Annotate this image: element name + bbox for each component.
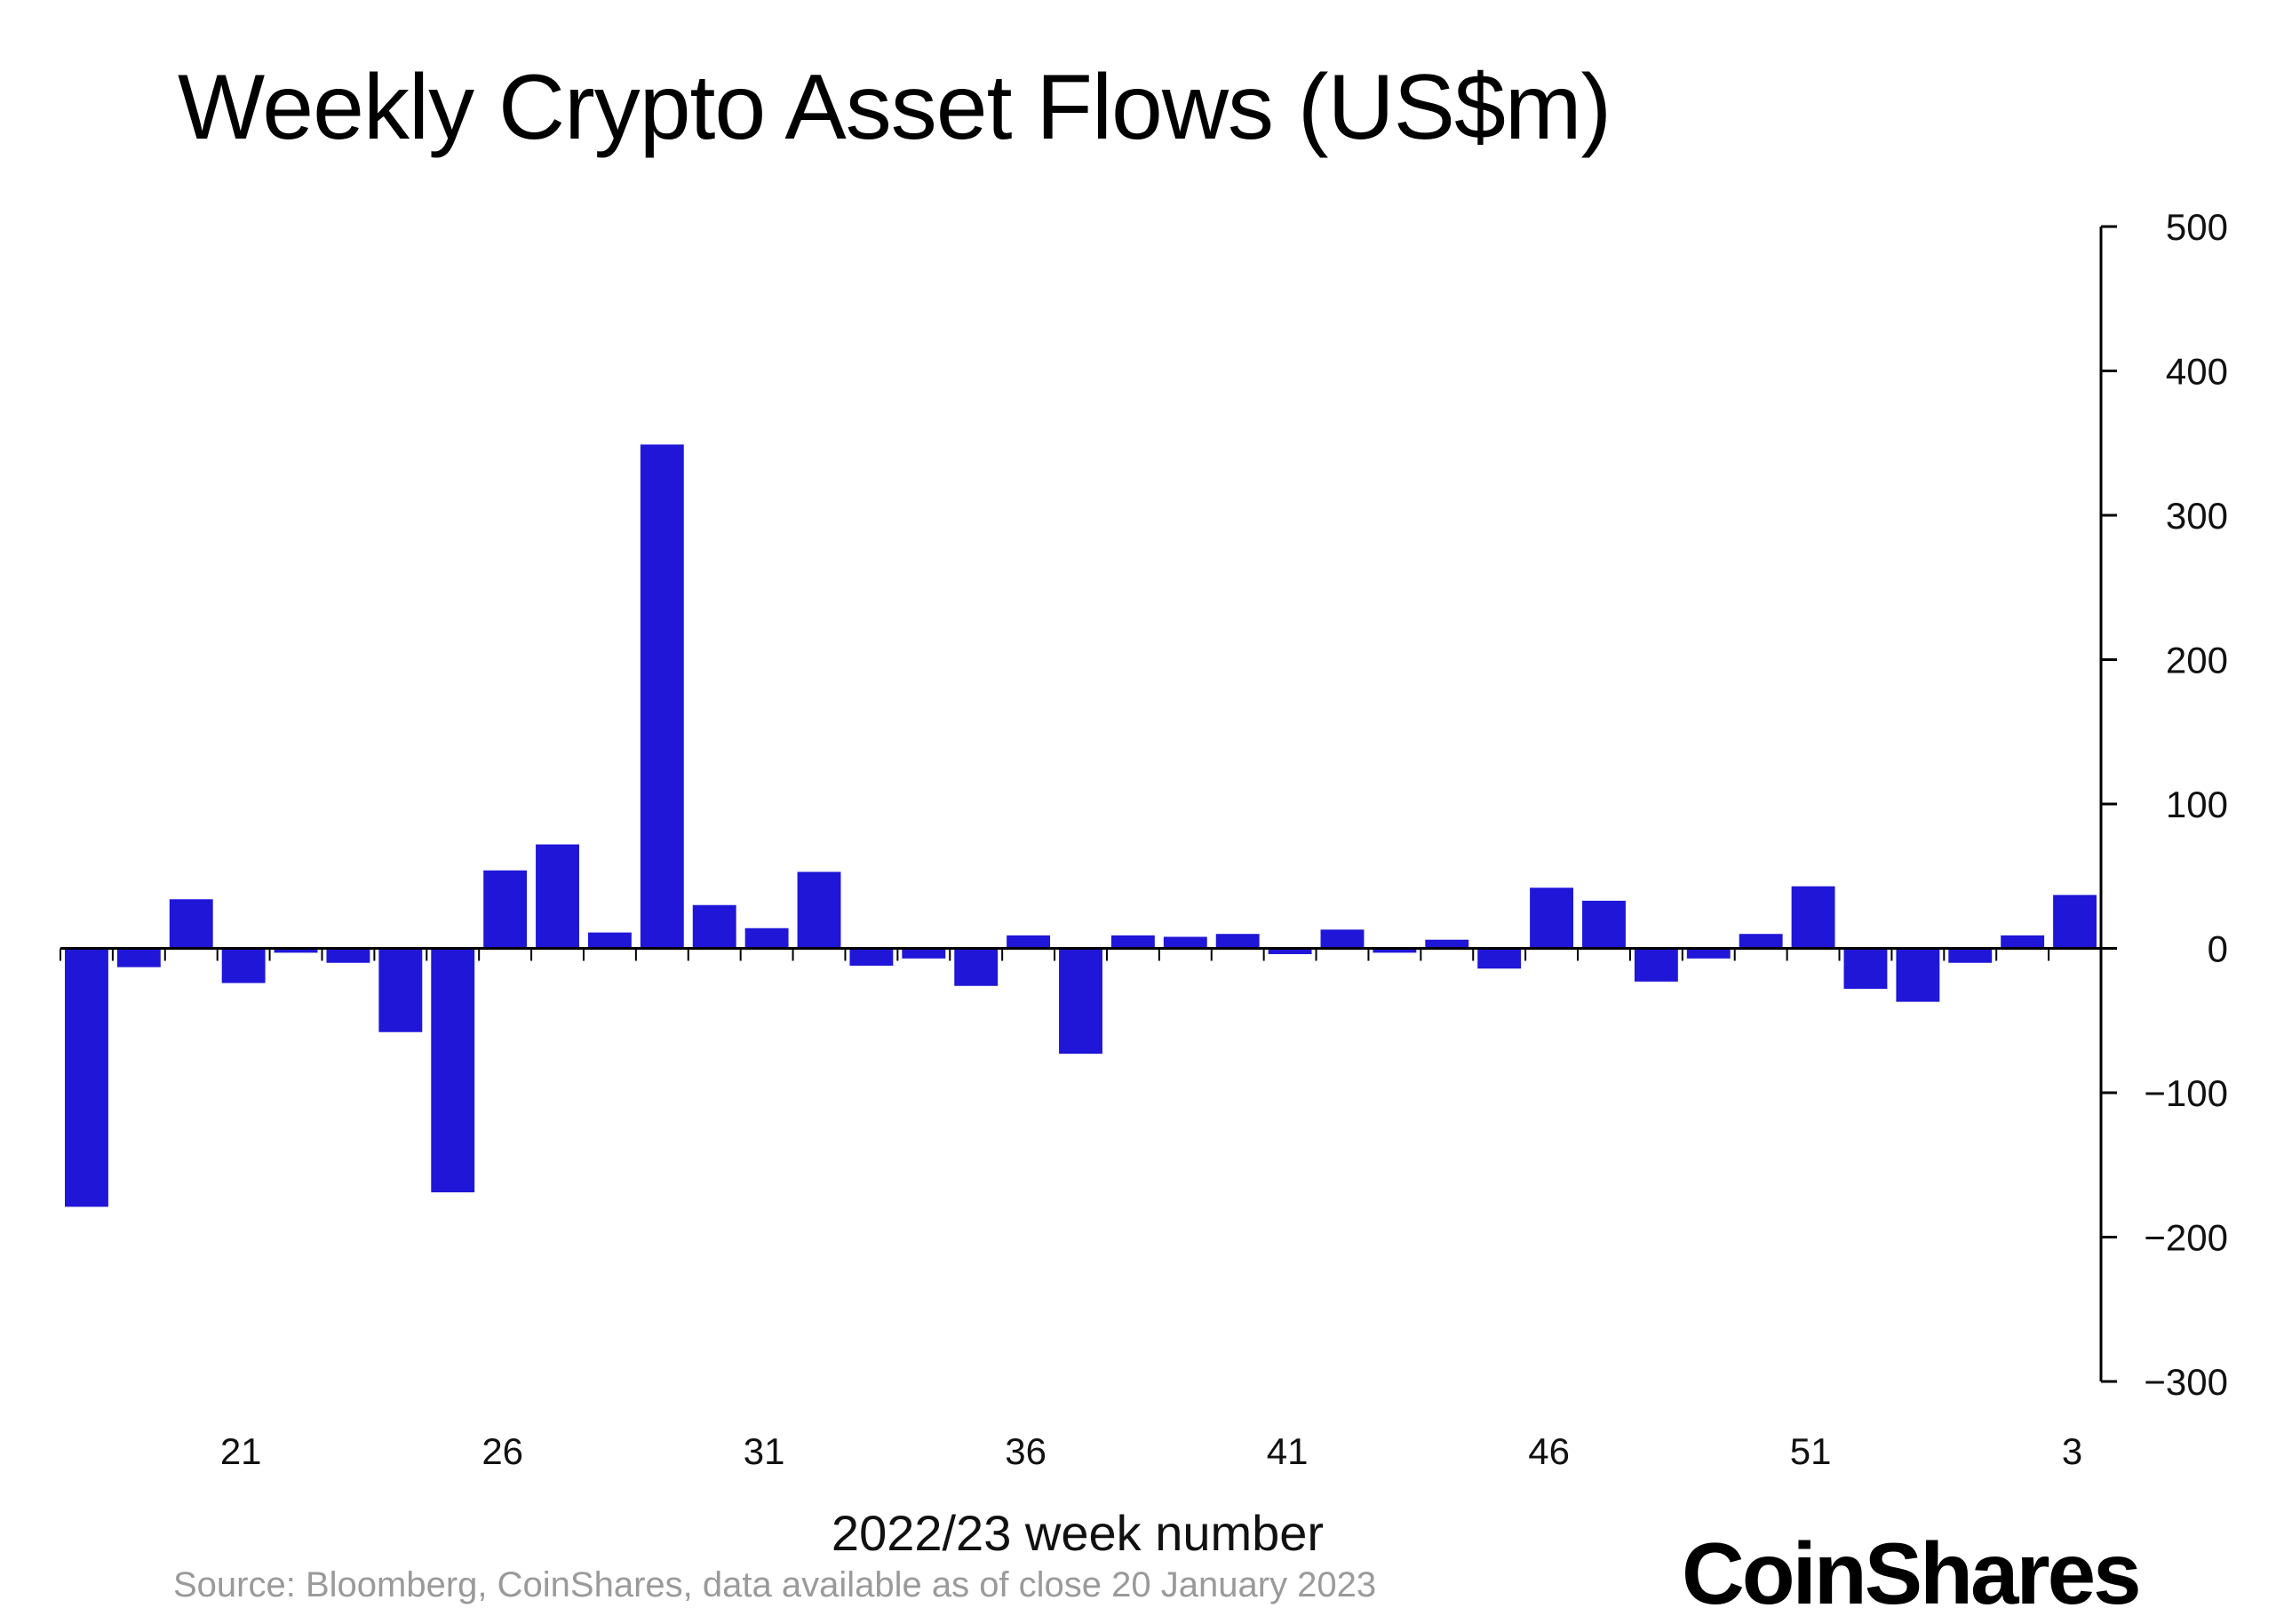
y-tick-label: −300 (2144, 1361, 2228, 1403)
y-axis: 500 400 300 200 100 0 −100 −200 −300 (2099, 206, 2228, 1403)
x-tick-label: 3 (2062, 1430, 2082, 1472)
bar-week-38 (1110, 935, 1155, 949)
bar-week-43 (1373, 948, 1417, 953)
x-axis: 21 26 31 36 41 46 51 3 (60, 947, 2102, 1472)
bar-week-47 (1582, 900, 1626, 949)
source-note: Source: Bloomberg, CoinShares, data avai… (173, 1565, 1377, 1604)
bar-week-49 (1686, 948, 1731, 959)
bar-week-29 (640, 444, 684, 949)
bar-week-21 (221, 948, 266, 983)
y-tick-label: 500 (2166, 206, 2228, 248)
bar-week-44 (1425, 939, 1469, 949)
y-tick-label: −200 (2144, 1217, 2228, 1259)
bar-week-39 (1163, 936, 1207, 949)
x-tick-label: 41 (1267, 1430, 1309, 1472)
y-tick-label: 200 (2166, 640, 2228, 681)
x-tick-label: 36 (1005, 1430, 1047, 1472)
bar-week-23 (326, 948, 370, 963)
bar-week-45 (1477, 948, 1522, 969)
bar-week-30 (692, 904, 736, 949)
y-tick-label: 400 (2166, 351, 2228, 393)
y-tick-label: −100 (2144, 1072, 2228, 1114)
y-tick-label: 0 (2208, 928, 2228, 970)
y-tick-label: 100 (2166, 784, 2228, 825)
bar-week-41 (1268, 948, 1312, 954)
bar-week-37 (1059, 948, 1102, 1055)
chart-title: Weekly Crypto Asset Flows (US$m) (178, 56, 1612, 159)
x-tick-label: 26 (481, 1430, 523, 1472)
bar-week-42 (1320, 929, 1365, 949)
bar-week-48 (1634, 948, 1678, 982)
bar-week-24 (378, 948, 423, 1032)
bar-week-26 (483, 870, 528, 949)
bar-week-36 (1007, 935, 1051, 949)
bar-week-32 (797, 872, 841, 949)
bar-week-34 (902, 948, 946, 959)
bar-week-28 (587, 932, 632, 949)
bar-week-2 (1948, 948, 1993, 963)
bar-week-3 (2001, 935, 2045, 949)
y-tick-label: 300 (2166, 495, 2228, 537)
x-tick-label: 21 (220, 1430, 262, 1472)
bar-series (65, 444, 2097, 1207)
bar-week-52 (1843, 948, 1888, 989)
bar-week-46 (1530, 888, 1574, 949)
bar-week-35 (954, 948, 999, 986)
bar-week-22 (274, 948, 318, 953)
bar-week-51 (1791, 886, 1835, 949)
bar-week-20 (169, 899, 213, 949)
brand-logo: CoinShares (1682, 1524, 2142, 1622)
x-tick-label: 46 (1528, 1430, 1570, 1472)
x-axis-title: 2022/23 week number (832, 1505, 1324, 1561)
x-tick-label: 31 (744, 1430, 785, 1472)
bar-week-1 (1896, 948, 1940, 1002)
bar-week-25 (431, 948, 475, 1193)
bar-week-50 (1739, 934, 1783, 949)
bar-week-33 (849, 948, 894, 966)
bar-week-31 (744, 927, 789, 949)
x-tick-label: 51 (1790, 1430, 1832, 1472)
bar-week-19 (116, 948, 161, 967)
bar-week-40 (1215, 934, 1260, 949)
bar-week-18 (65, 948, 108, 1207)
bar-week-27 (536, 844, 579, 949)
bar-week-4 (2053, 895, 2097, 949)
